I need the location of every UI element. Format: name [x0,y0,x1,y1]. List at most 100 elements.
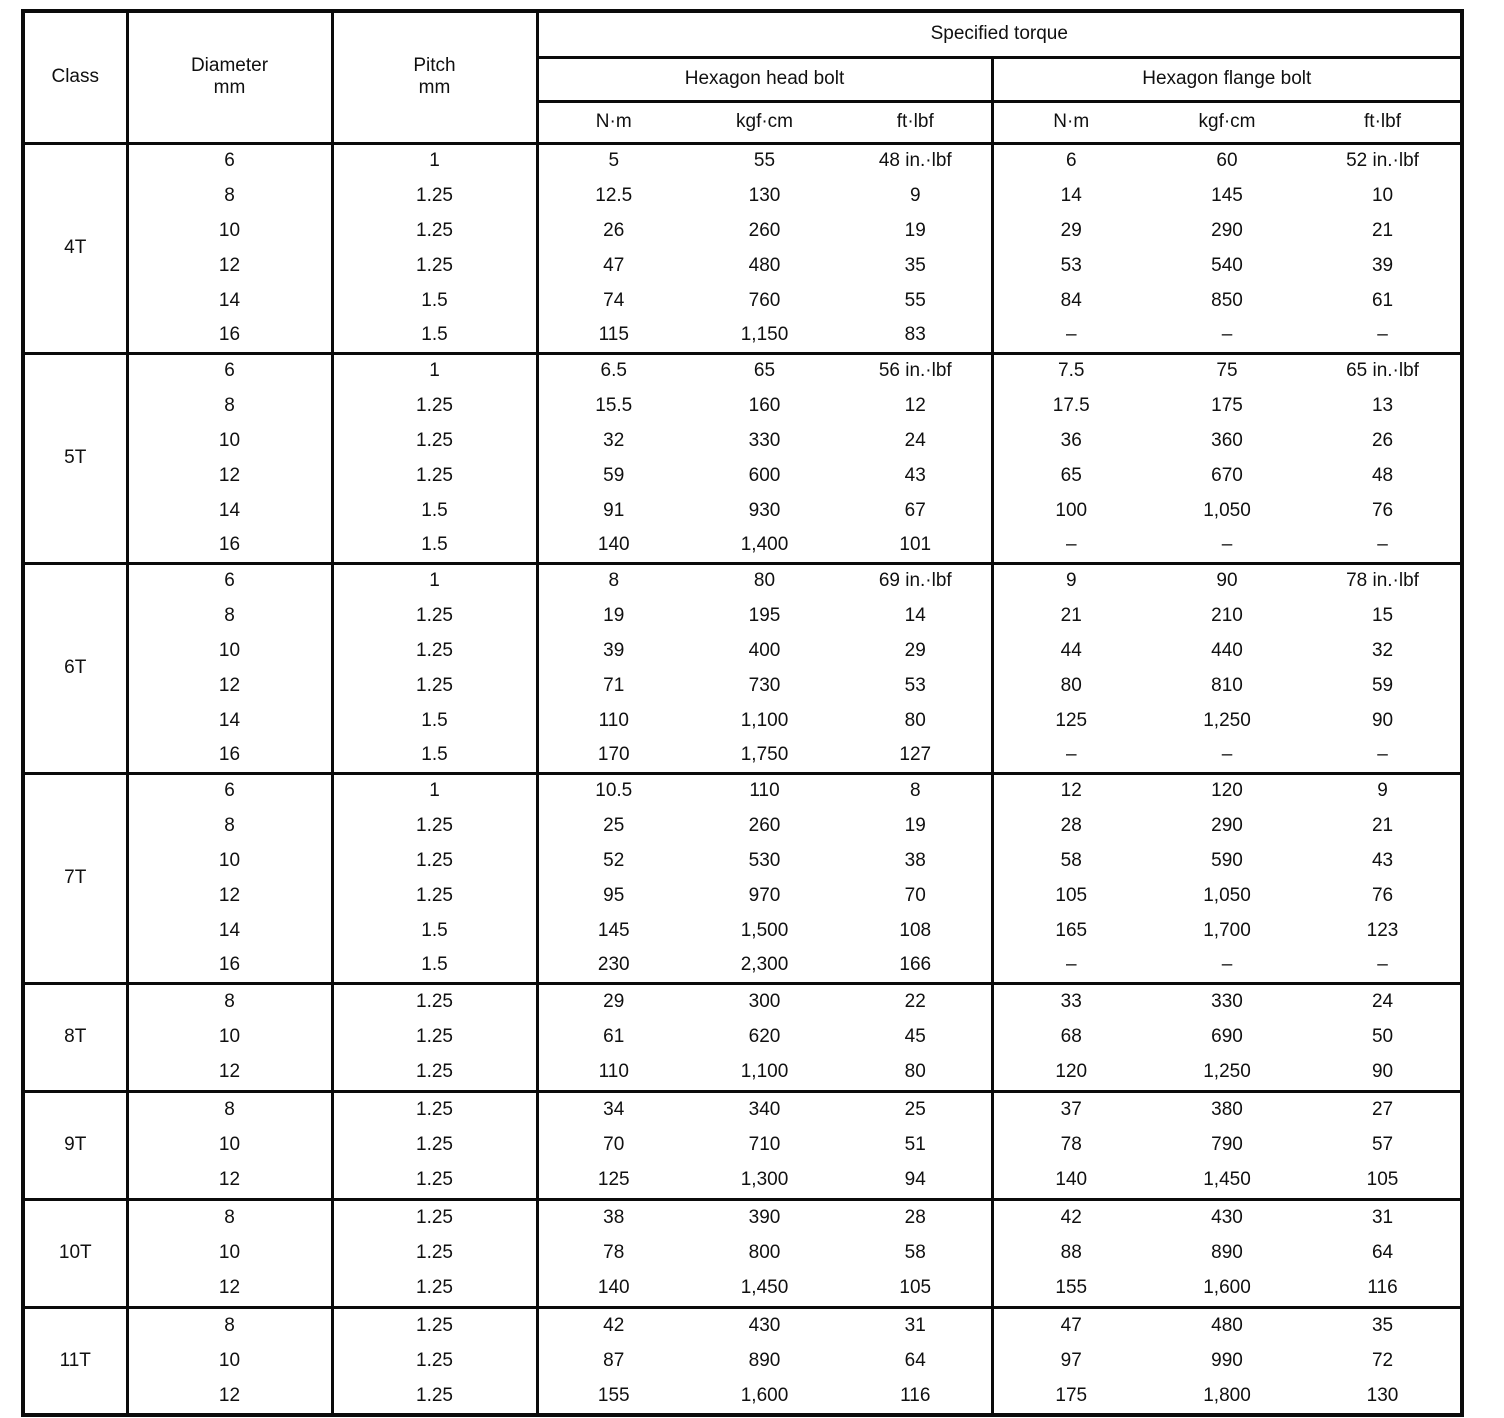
head-bolt-torque-cell: 125 [537,1163,689,1199]
head-bolt-torque-cell: 1,150 [689,318,840,353]
head-bolt-torque-cell: 390 [689,1197,840,1235]
flange-bolt-torque-cell: 10 [1305,178,1463,213]
head-bolt-torque-cell: 600 [689,458,840,493]
head-bolt-torque-cell: 110 [537,703,689,738]
head-bolt-torque-cell: 1,500 [689,913,840,948]
flange-bolt-torque-cell: 88 [992,1235,1149,1271]
flange-bolt-torque-cell: 21 [1305,808,1463,843]
pitch-cell: 1.5 [332,318,539,353]
head-bolt-torque-cell: 43 [840,458,994,493]
flange-bolt-torque-cell: 39 [1305,248,1463,283]
flange-bolt-torque-cell: 90 [1149,561,1305,598]
head-bolt-torque-cell: 730 [689,668,840,703]
diameter-cell: 6 [127,561,334,598]
flange-bolt-torque-cell: 42 [992,1197,1149,1235]
flange-bolt-torque-cell: 1,250 [1149,1055,1305,1091]
pitch-cell: 1.25 [332,598,539,633]
flange-bolt-torque-cell: 32 [1305,633,1463,668]
flange-bolt-torque-cell: 175 [992,1379,1149,1415]
head-bolt-torque-cell: 31 [840,1305,994,1343]
head-bolt-torque-cell: 78 [537,1235,689,1271]
flange-bolt-torque-cell: 116 [1305,1271,1463,1307]
flange-bolt-torque-cell: – [1305,948,1463,983]
table-row: 12 1.25 110 1,100 80 120 1,250 90 [23,1055,1463,1091]
head-bolt-torque-cell: 8 [537,561,689,598]
head-bolt-torque-cell: 260 [689,808,840,843]
diameter-cell: 16 [127,738,334,773]
pitch-cell: 1.25 [332,1343,539,1379]
head-bolt-torque-cell: 80 [689,561,840,598]
head-bolt-torque-cell: 80 [840,703,994,738]
flange-bolt-torque-cell: 670 [1149,458,1305,493]
head-bolt-torque-cell: 760 [689,283,840,318]
header-unit-kgfcm-flange: kgf·cm [1149,101,1305,145]
head-bolt-torque-cell: 19 [840,213,994,248]
flange-bolt-torque-cell: 165 [992,913,1149,948]
head-bolt-torque-cell: 65 [689,351,840,388]
head-bolt-torque-cell: 59 [537,458,689,493]
pitch-cell: 1.5 [332,738,539,773]
flange-bolt-torque-cell: 90 [1305,703,1463,738]
head-bolt-torque-cell: 2,300 [689,948,840,983]
flange-bolt-torque-cell: 44 [992,633,1149,668]
pitch-cell: 1.5 [332,703,539,738]
class-cell: 5T [23,351,129,563]
head-bolt-torque-cell: 530 [689,843,840,878]
pitch-cell: 1.25 [332,878,539,913]
table-row: 7T 6 1 10.5 110 8 12 120 9 [23,771,1463,983]
flange-bolt-torque-cell: 330 [1149,981,1305,1019]
diameter-cell: 10 [127,1343,334,1379]
class-cell: 11T [23,1305,129,1415]
flange-bolt-torque-cell: 105 [992,878,1149,913]
head-bolt-torque-cell: 15.5 [537,388,689,423]
pitch-cell: 1 [332,561,539,598]
table-header: Class Diameter mm Pitch mm Specified tor… [23,11,1463,145]
diameter-cell: 12 [127,1379,334,1415]
pitch-cell: 1.25 [332,1089,539,1127]
table-row: 10 1.25 87 890 64 97 990 72 [23,1343,1463,1379]
flange-bolt-torque-cell: 48 [1305,458,1463,493]
flange-bolt-torque-cell: 60 [1149,141,1305,178]
table-row: 10 1.25 26 260 19 29 290 21 [23,213,1463,248]
head-bolt-torque-cell: 29 [840,633,994,668]
head-bolt-torque-cell: 35 [840,248,994,283]
flange-bolt-torque-cell: 47 [992,1305,1149,1343]
flange-bolt-torque-cell: 50 [1305,1019,1463,1055]
head-bolt-torque-cell: 64 [840,1343,994,1379]
head-bolt-torque-cell: 1,100 [689,1055,840,1091]
class-cell: 8T [23,981,129,1091]
flange-bolt-torque-cell: 890 [1149,1235,1305,1271]
diameter-cell: 16 [127,528,334,563]
bolt-torque-spec-table: Class Diameter mm Pitch mm Specified tor… [21,9,1465,1417]
flange-bolt-torque-cell: 27 [1305,1089,1463,1127]
head-bolt-torque-cell: 330 [689,423,840,458]
pitch-cell: 1.5 [332,283,539,318]
flange-bolt-torque-cell: 290 [1149,213,1305,248]
head-bolt-torque-cell: 34 [537,1089,689,1127]
flange-bolt-torque-cell: 97 [992,1343,1149,1379]
diameter-cell: 6 [127,351,334,388]
head-bolt-torque-cell: 45 [840,1019,994,1055]
head-bolt-torque-cell: 38 [840,843,994,878]
head-bolt-torque-cell: 70 [537,1127,689,1163]
flange-bolt-torque-cell: 76 [1305,493,1463,528]
flange-bolt-torque-cell: 33 [992,981,1149,1019]
head-bolt-torque-cell: 91 [537,493,689,528]
diameter-cell: 14 [127,493,334,528]
flange-bolt-torque-cell: 430 [1149,1197,1305,1235]
flange-bolt-torque-cell: 75 [1149,351,1305,388]
flange-bolt-torque-cell: 100 [992,493,1149,528]
flange-bolt-torque-cell: – [1305,528,1463,563]
table-row: 12 1.25 140 1,450 105 155 1,600 116 [23,1271,1463,1307]
pitch-cell: 1.25 [332,1235,539,1271]
head-bolt-torque-cell: 67 [840,493,994,528]
diameter-cell: 10 [127,213,334,248]
diameter-cell: 6 [127,771,334,808]
flange-bolt-torque-cell: 76 [1305,878,1463,913]
table-row: 8 1.25 15.5 160 12 17.5 175 13 [23,388,1463,423]
flange-bolt-torque-cell: 7.5 [992,351,1149,388]
table-row: 8 1.25 12.5 130 9 14 145 10 [23,178,1463,213]
pitch-cell: 1.25 [332,1163,539,1199]
pitch-cell: 1.25 [332,633,539,668]
